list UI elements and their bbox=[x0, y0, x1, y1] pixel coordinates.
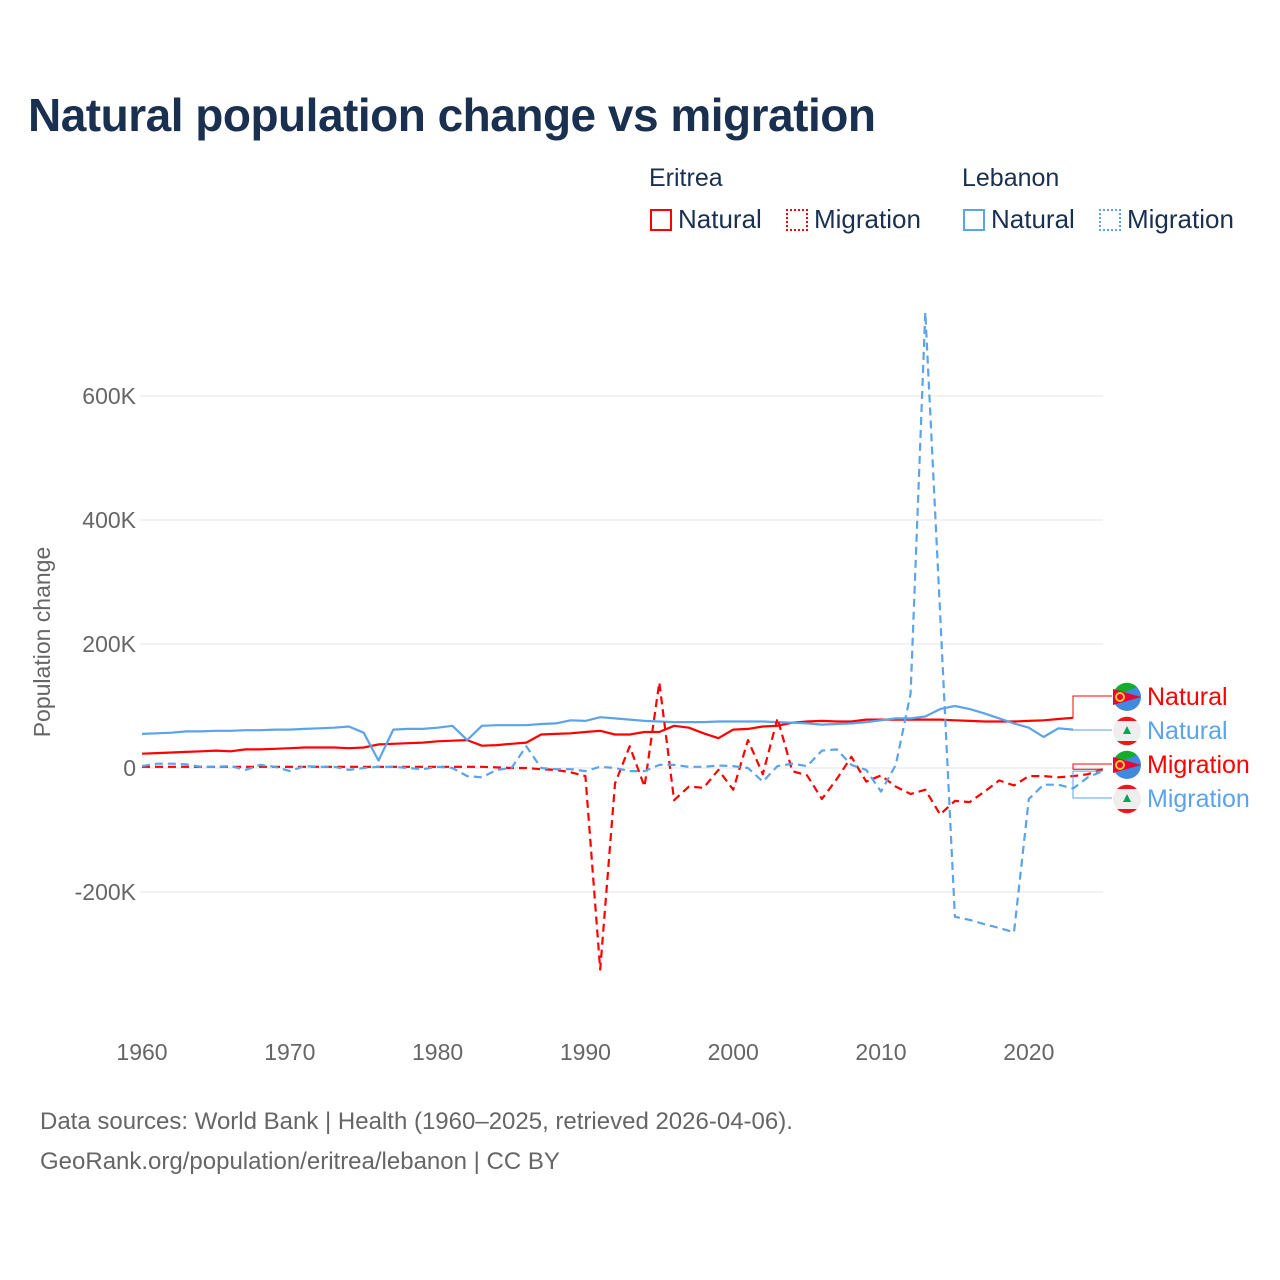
attribution-line[interactable]: GeoRank.org/population/eritrea/lebanon |… bbox=[40, 1148, 560, 1175]
solid-swatch-icon bbox=[650, 208, 672, 231]
series-end-label: Migration bbox=[1147, 751, 1250, 779]
legend-lebanon-natural[interactable]: Natural bbox=[963, 204, 1075, 235]
y-tick-label: 200K bbox=[82, 631, 136, 657]
y-tick-label: -200K bbox=[75, 879, 137, 905]
y-tick-label: 0 bbox=[123, 755, 136, 781]
source-line: Data sources: World Bank | Health (1960–… bbox=[40, 1108, 793, 1135]
y-tick-label: 600K bbox=[82, 383, 136, 409]
label-connector bbox=[1072, 695, 1112, 719]
series-line-lebanon-natural bbox=[141, 704, 1074, 762]
lebanon-flag-icon bbox=[1113, 784, 1141, 814]
legend-label: Migration bbox=[1127, 204, 1234, 234]
x-tick-label: 1980 bbox=[412, 1039, 463, 1065]
series-line-eritrea-natural bbox=[141, 716, 1074, 755]
series-end-label: Natural bbox=[1147, 717, 1228, 745]
y-tick-label: 400K bbox=[82, 507, 136, 533]
label-connector bbox=[1072, 770, 1112, 799]
x-tick-label: 1960 bbox=[116, 1039, 167, 1065]
x-tick-label: 2000 bbox=[708, 1039, 759, 1065]
y-axis-label: Population change bbox=[29, 547, 55, 738]
x-tick-label: 2010 bbox=[855, 1039, 906, 1065]
x-tick-label: 1990 bbox=[560, 1039, 611, 1065]
solid-swatch-icon bbox=[963, 208, 985, 231]
series-end-label: Migration bbox=[1147, 785, 1250, 813]
series-end-label: Natural bbox=[1147, 683, 1228, 711]
legend-group-eritrea: Eritrea bbox=[649, 164, 723, 192]
eritrea-flag-icon bbox=[1112, 750, 1141, 779]
x-tick-label: 2020 bbox=[1003, 1039, 1054, 1065]
legend-lebanon-migration[interactable]: Migration bbox=[1099, 204, 1234, 235]
legend-eritrea-natural[interactable]: Natural bbox=[650, 204, 762, 235]
series-line-lebanon-migration bbox=[141, 311, 1104, 934]
lebanon-flag-icon bbox=[1113, 716, 1141, 746]
dotted-swatch-icon bbox=[1099, 208, 1121, 231]
x-tick-label: 1970 bbox=[264, 1039, 315, 1065]
legend-group-lebanon: Lebanon bbox=[962, 164, 1060, 192]
series-line-eritrea-migration bbox=[142, 681, 1104, 971]
legend-label: Natural bbox=[678, 204, 762, 234]
chart-title: Natural population change vs migration bbox=[28, 89, 876, 141]
legend-eritrea-migration[interactable]: Migration bbox=[786, 204, 921, 235]
legend-label: Natural bbox=[991, 204, 1075, 234]
eritrea-flag-icon bbox=[1112, 682, 1141, 711]
label-connector bbox=[1072, 763, 1112, 770]
dotted-swatch-icon bbox=[786, 208, 808, 231]
legend-label: Migration bbox=[814, 204, 921, 234]
